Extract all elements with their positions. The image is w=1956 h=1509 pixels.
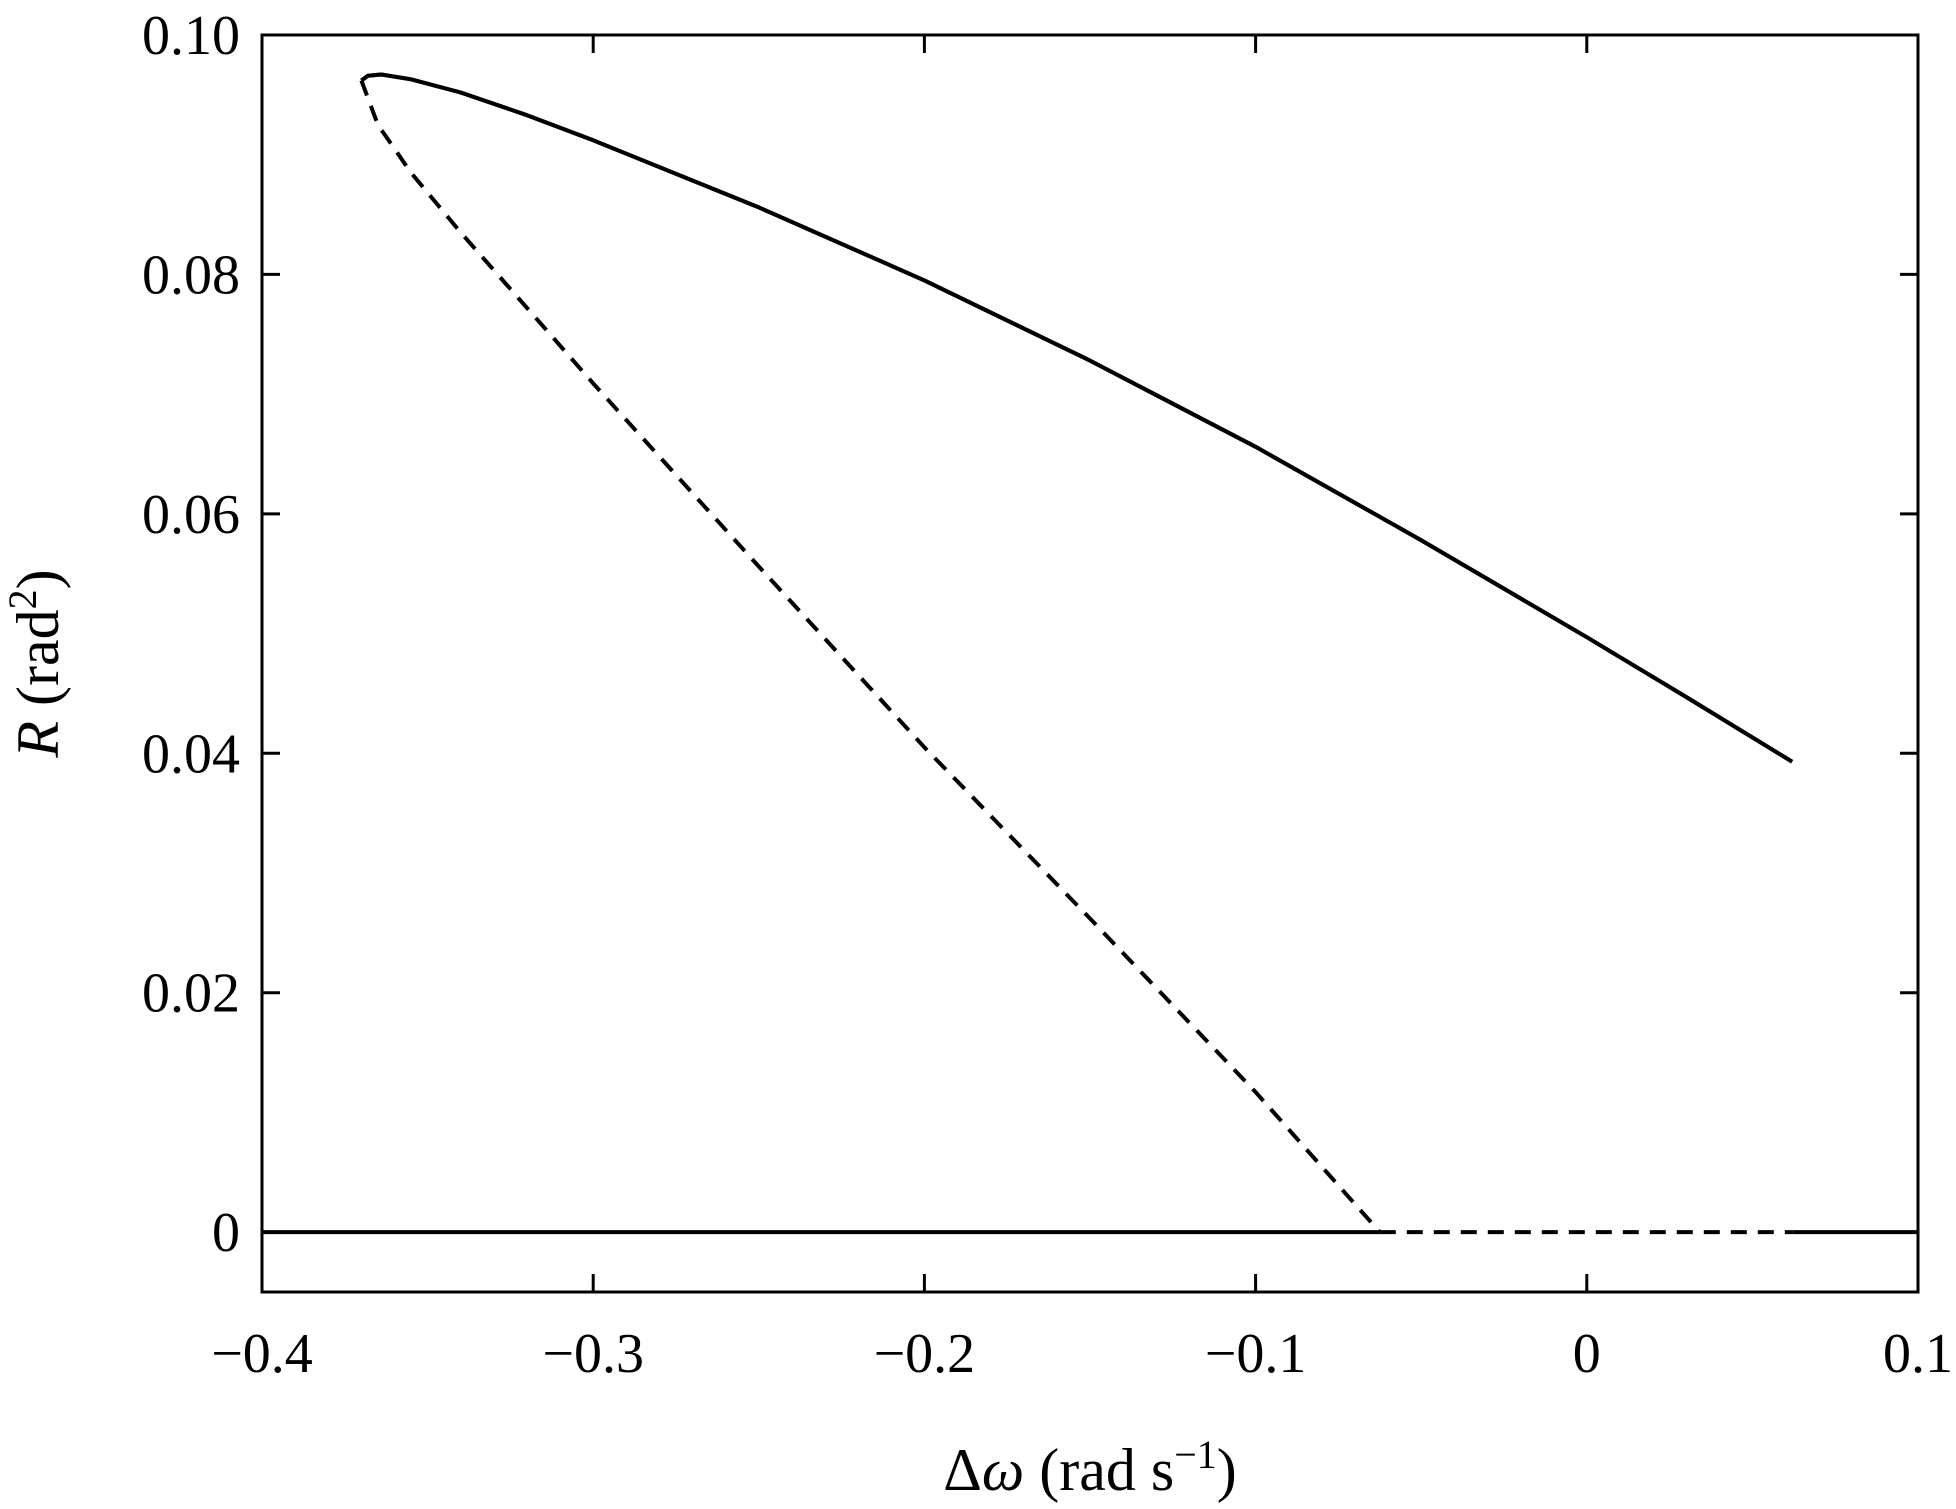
axis-label-part: 2 bbox=[0, 589, 45, 609]
series-layer bbox=[262, 72, 1918, 1235]
y-tick-label: 0 bbox=[212, 1202, 240, 1264]
axis-label-part: −1 bbox=[1174, 1432, 1217, 1477]
x-tick-label: −0.3 bbox=[542, 1323, 644, 1385]
axis-label-part: ω bbox=[982, 1437, 1024, 1503]
series-line-3-dashed bbox=[359, 79, 1382, 1234]
axis-label-part: R bbox=[5, 721, 71, 759]
y-tick-label: 0.06 bbox=[142, 484, 240, 546]
x-tick-label: −0.2 bbox=[874, 1323, 976, 1385]
y-tick-label: 0.08 bbox=[142, 244, 240, 306]
axis-ticks bbox=[260, 33, 1920, 1292]
y-axis-label: R (rad2) bbox=[0, 569, 71, 758]
series-line-2-solid bbox=[360, 72, 1794, 764]
x-axis-label: Δω (rad s−1) bbox=[943, 1432, 1236, 1504]
axis-label-part: ) bbox=[1217, 1437, 1237, 1503]
axis-label-part: Δ bbox=[943, 1437, 982, 1503]
y-tick-label: 0.10 bbox=[142, 5, 240, 67]
x-tick-label: 0.1 bbox=[1883, 1323, 1953, 1385]
tick-labels: −0.4 −0.3 −0.2 −0.1 0 0.100.020.040.060.080.1… bbox=[142, 5, 1953, 1385]
y-tick-label: 0.04 bbox=[142, 723, 240, 785]
x-tick-label: −0.4 bbox=[211, 1323, 313, 1385]
series-line-1-solid bbox=[360, 72, 1794, 764]
y-tick-label: 0.02 bbox=[142, 963, 240, 1025]
x-tick-label: 0 bbox=[1573, 1323, 1601, 1385]
axis-label-part: ) bbox=[5, 569, 71, 589]
axis-label-part: (rad s bbox=[1024, 1437, 1174, 1503]
x-tick-label: −0.1 bbox=[1205, 1323, 1307, 1385]
plot-frame bbox=[260, 33, 1920, 1294]
axis-label-part: (rad bbox=[5, 609, 71, 721]
